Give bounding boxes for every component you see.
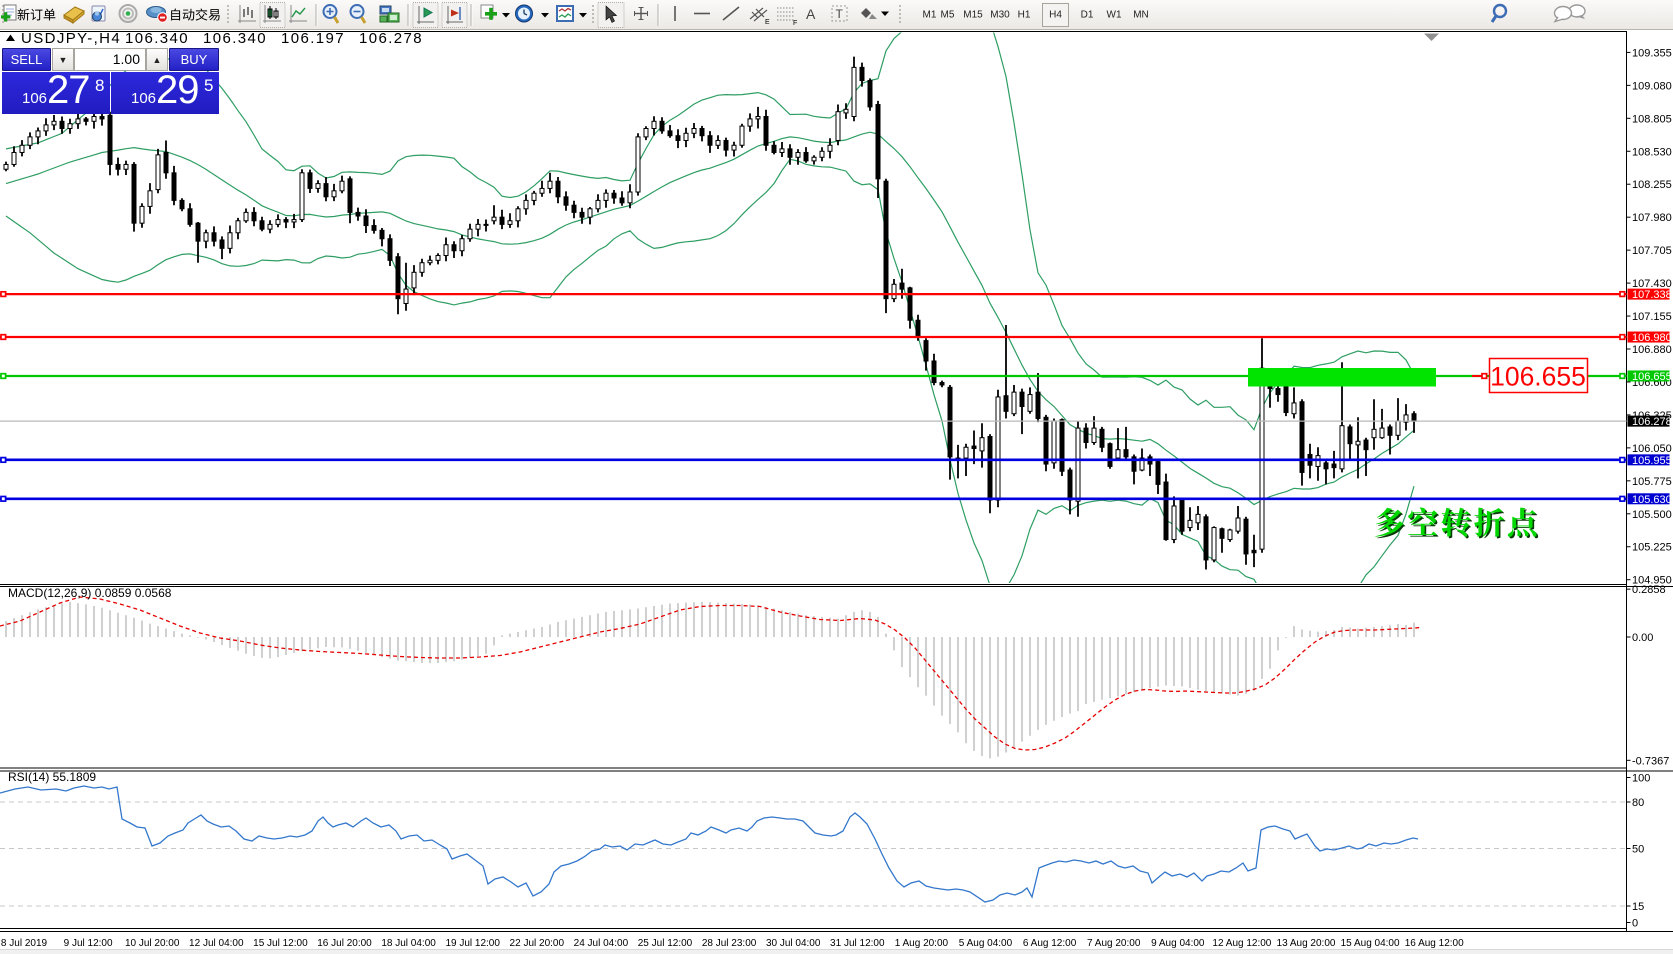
svg-text:24 Jul 04:00: 24 Jul 04:00: [574, 938, 629, 949]
svg-text:104.950: 104.950: [1632, 575, 1672, 587]
svg-text:106.880: 106.880: [1632, 344, 1672, 356]
svg-text:9 Jul 12:00: 9 Jul 12:00: [64, 938, 113, 949]
svg-text:USDJPY-,H4: USDJPY-,H4: [21, 30, 121, 47]
svg-text:9 Aug 04:00: 9 Aug 04:00: [1151, 938, 1205, 949]
svg-text:RSI(14) 55.1809: RSI(14) 55.1809: [8, 770, 96, 784]
svg-text:106.340: 106.340: [203, 30, 267, 47]
svg-text:0.2858: 0.2858: [1632, 584, 1666, 596]
svg-text:MN: MN: [1133, 10, 1149, 21]
svg-text:MACD(12,26,9) 0.0859 0.0568: MACD(12,26,9) 0.0859 0.0568: [8, 586, 172, 600]
svg-text:106.278: 106.278: [1632, 416, 1672, 428]
svg-text:M30: M30: [990, 10, 1010, 21]
svg-text:1 Aug 20:00: 1 Aug 20:00: [895, 938, 949, 949]
svg-text:106.655: 106.655: [1490, 362, 1586, 392]
svg-text:-0.7367: -0.7367: [1632, 755, 1669, 767]
svg-text:12 Aug 12:00: 12 Aug 12:00: [1212, 938, 1271, 949]
svg-text:15: 15: [1632, 901, 1644, 913]
svg-text:107.338: 107.338: [1632, 289, 1672, 301]
svg-text:28 Jul 23:00: 28 Jul 23:00: [702, 938, 757, 949]
svg-text:T: T: [836, 7, 844, 21]
svg-text:13 Aug 20:00: 13 Aug 20:00: [1277, 938, 1336, 949]
svg-text:22 Jul 20:00: 22 Jul 20:00: [510, 938, 565, 949]
svg-text:0.00: 0.00: [1632, 632, 1653, 644]
svg-text:16 Aug 12:00: 16 Aug 12:00: [1405, 938, 1464, 949]
svg-text:108.530: 108.530: [1632, 146, 1672, 158]
svg-text:106.980: 106.980: [1632, 332, 1672, 344]
svg-text:15 Jul 12:00: 15 Jul 12:00: [253, 938, 308, 949]
svg-text:109.355: 109.355: [1632, 47, 1672, 59]
svg-text:6 Aug 12:00: 6 Aug 12:00: [1023, 938, 1077, 949]
svg-text:106.278: 106.278: [359, 30, 423, 47]
svg-text:107.980: 107.980: [1632, 212, 1672, 224]
svg-text:16 Jul 20:00: 16 Jul 20:00: [317, 938, 372, 949]
svg-text:10 Jul 20:00: 10 Jul 20:00: [125, 938, 180, 949]
svg-text:M15: M15: [963, 10, 983, 21]
svg-text:15 Aug 04:00: 15 Aug 04:00: [1341, 938, 1400, 949]
svg-text:8 Jul 2019: 8 Jul 2019: [1, 938, 48, 949]
svg-text:109.080: 109.080: [1632, 80, 1672, 92]
svg-text:105.630: 105.630: [1632, 494, 1672, 506]
svg-text:0: 0: [1632, 918, 1638, 930]
svg-text:25 Jul 12:00: 25 Jul 12:00: [638, 938, 693, 949]
svg-text:5 Aug 04:00: 5 Aug 04:00: [959, 938, 1013, 949]
svg-text:107.155: 107.155: [1632, 311, 1672, 323]
svg-text:M5: M5: [941, 10, 955, 21]
svg-text:100: 100: [1632, 773, 1650, 785]
svg-text:7 Aug 20:00: 7 Aug 20:00: [1087, 938, 1141, 949]
svg-text:80: 80: [1632, 797, 1644, 809]
svg-text:108.255: 108.255: [1632, 179, 1672, 191]
svg-text:D1: D1: [1081, 10, 1094, 21]
svg-text:105.775: 105.775: [1632, 476, 1672, 488]
svg-text:H4: H4: [1049, 10, 1062, 21]
svg-text:105.225: 105.225: [1632, 542, 1672, 554]
svg-text:105.955: 105.955: [1632, 455, 1672, 467]
svg-text:12 Jul 04:00: 12 Jul 04:00: [189, 938, 244, 949]
svg-text:M1: M1: [923, 10, 937, 21]
svg-text:107.705: 107.705: [1632, 245, 1672, 257]
svg-text:F: F: [793, 20, 797, 27]
svg-text:106.340: 106.340: [125, 30, 189, 47]
svg-text:106.050: 106.050: [1632, 443, 1672, 455]
svg-text:108.805: 108.805: [1632, 113, 1672, 125]
svg-text:31 Jul 12:00: 31 Jul 12:00: [830, 938, 885, 949]
svg-text:A: A: [806, 6, 816, 22]
svg-text:19 Jul 12:00: 19 Jul 12:00: [445, 938, 500, 949]
svg-text:107.430: 107.430: [1632, 278, 1672, 290]
svg-text:E: E: [765, 19, 770, 26]
svg-text:18 Jul 04:00: 18 Jul 04:00: [381, 938, 436, 949]
svg-text:H1: H1: [1018, 10, 1031, 21]
svg-text:50: 50: [1632, 844, 1644, 856]
svg-text:W1: W1: [1107, 10, 1122, 21]
svg-text:106.197: 106.197: [281, 30, 345, 47]
svg-text:30 Jul 04:00: 30 Jul 04:00: [766, 938, 821, 949]
svg-text:105.500: 105.500: [1632, 509, 1672, 521]
svg-text:106.655: 106.655: [1632, 371, 1672, 383]
